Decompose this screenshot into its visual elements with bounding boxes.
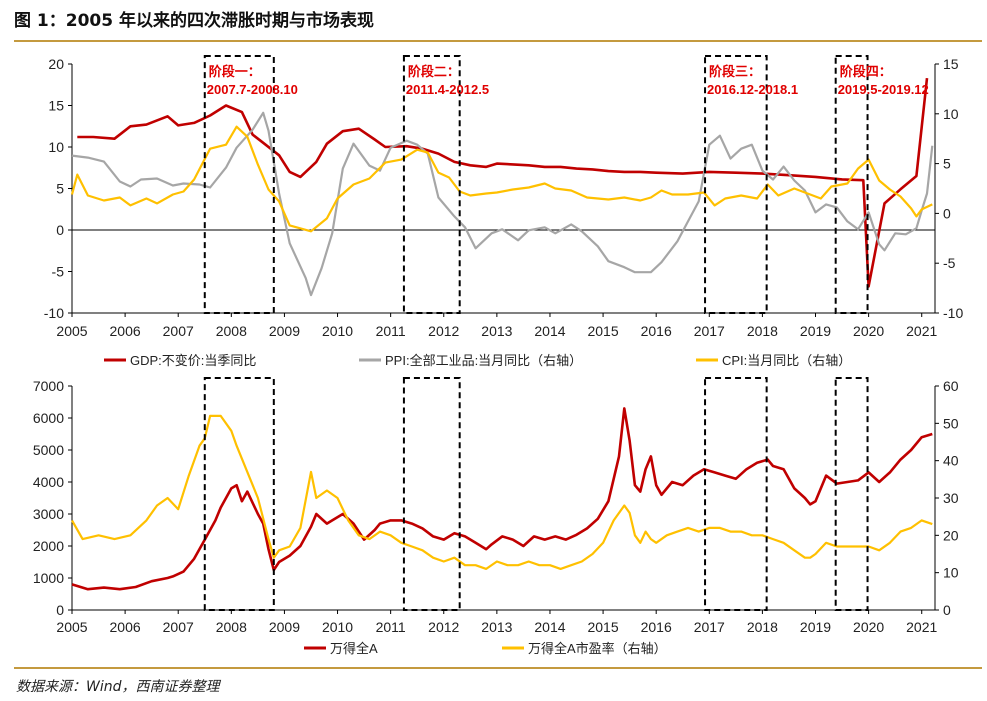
phase-box-4 [834,55,869,314]
x-tick-label: 2014 [534,619,565,635]
right-tick-label: 20 [943,527,959,543]
x-tick-label: 2011 [376,323,406,339]
x-tick-label: 2014 [534,323,565,339]
phase-box-1 [203,55,275,314]
left-tick-label: 20 [48,56,64,72]
x-tick-label: 2007 [163,323,194,339]
source-rule [14,667,982,669]
x-tick-label: 2007 [163,619,194,635]
x-tick-label: 2020 [853,323,884,339]
phase-label-title: 阶段二： [408,64,460,79]
series-line-2 [71,414,933,570]
phase-box-3 [704,55,768,314]
right-tick-label: 0 [943,205,951,221]
phase-box-1 [203,377,275,611]
legend-entry: GDP:不变价:当季同比 [130,353,256,368]
left-tick-label: 5000 [33,442,64,458]
series-line-3 [70,125,933,233]
x-tick-label: 2013 [481,323,512,339]
top-chart: -10 -5 0 5 10 15 20 -10 -5 0 5 10 15 2005 2006 2007 2008… [44,55,963,368]
x-tick-label: 2018 [747,323,778,339]
title-rule [14,40,982,42]
series-line-1 [77,77,929,288]
x-tick-label: 2021 [906,619,937,635]
figure-title: 图 1：2005 年以来的四次滞胀时期与市场表现 [14,11,374,31]
x-tick-label: 2009 [269,619,300,635]
right-tick-label: 50 [943,415,959,431]
series-line-1 [71,407,933,591]
phase-label-title: 阶段四： [840,64,892,79]
x-tick-label: 2012 [428,619,459,635]
phase-label-title: 阶段一： [209,64,261,79]
x-tick-label: 2016 [641,619,672,635]
legend-entry: PPI:全部工业品:当月同比（右轴） [385,353,582,368]
x-tick-label: 2019 [800,619,831,635]
left-tick-label: 15 [48,98,64,114]
right-tick-label: 0 [943,602,951,618]
right-tick-label: 10 [943,565,959,581]
legend-entry: 万得全A [330,641,378,656]
left-tick-label: 10 [48,139,64,155]
x-tick-label: 2015 [587,323,618,339]
x-tick-label: 2006 [110,619,141,635]
x-tick-label: 2013 [481,619,512,635]
x-tick-label: 2008 [216,619,247,635]
right-tick-label: 15 [943,56,959,72]
left-tick-label: 4000 [33,474,64,490]
phase-label-range: 2007.7-2008.10 [207,82,298,97]
x-tick-label: 2016 [641,323,672,339]
left-tick-label: -10 [44,305,64,321]
left-tick-label: -5 [52,264,65,280]
x-tick-label: 2019 [800,323,831,339]
legend-entry: CPI:当月同比（右轴） [722,353,851,368]
x-tick-label: 2005 [56,619,87,635]
x-tick-label: 2005 [56,323,87,339]
x-tick-label: 2017 [694,323,725,339]
x-tick-label: 2008 [216,323,247,339]
right-tick-label: -5 [943,255,956,271]
x-tick-label: 2009 [269,323,300,339]
right-tick-label: 5 [943,156,951,172]
right-tick-label: -10 [943,305,963,321]
phase-box-3 [704,377,768,611]
x-tick-label: 2021 [906,323,937,339]
x-tick-label: 2018 [747,619,778,635]
right-tick-label: 30 [943,490,959,506]
x-tick-label: 2012 [428,323,459,339]
bottom-chart: 0 1000 2000 3000 4000 5000 6000 7000 0 10 20 30 40 50… [33,377,959,656]
x-tick-label: 2020 [853,619,884,635]
phase-label-range: 2019.5-2019.12 [838,82,929,97]
series-line-2 [71,111,934,297]
phase-box-2 [402,55,461,314]
left-tick-label: 1000 [33,570,64,586]
x-tick-label: 2006 [110,323,141,339]
left-tick-label: 6000 [33,410,64,426]
left-tick-label: 0 [56,602,64,618]
left-tick-label: 2000 [33,538,64,554]
right-tick-label: 10 [943,106,959,122]
phase-label-range: 2016.12-2018.1 [707,82,798,97]
x-tick-label: 2010 [322,323,353,339]
legend-entry: 万得全A市盈率（右轴） [528,641,667,656]
left-tick-label: 3000 [33,506,64,522]
phase-box-2 [402,377,461,611]
x-tick-label: 2010 [322,619,353,635]
phase-box-4 [834,377,869,611]
x-tick-label: 2015 [587,619,618,635]
right-tick-label: 40 [943,453,959,469]
source-note: 数据来源：Wind，西南证券整理 [16,679,220,695]
x-tick-label: 2011 [376,619,406,635]
x-tick-label: 2017 [694,619,725,635]
phase-label-range: 2011.4-2012.5 [406,82,489,97]
phase-label-title: 阶段三： [709,64,761,79]
right-tick-label: 60 [943,378,959,394]
left-tick-label: 7000 [33,378,64,394]
left-tick-label: 5 [56,181,64,197]
left-tick-label: 0 [56,222,64,238]
